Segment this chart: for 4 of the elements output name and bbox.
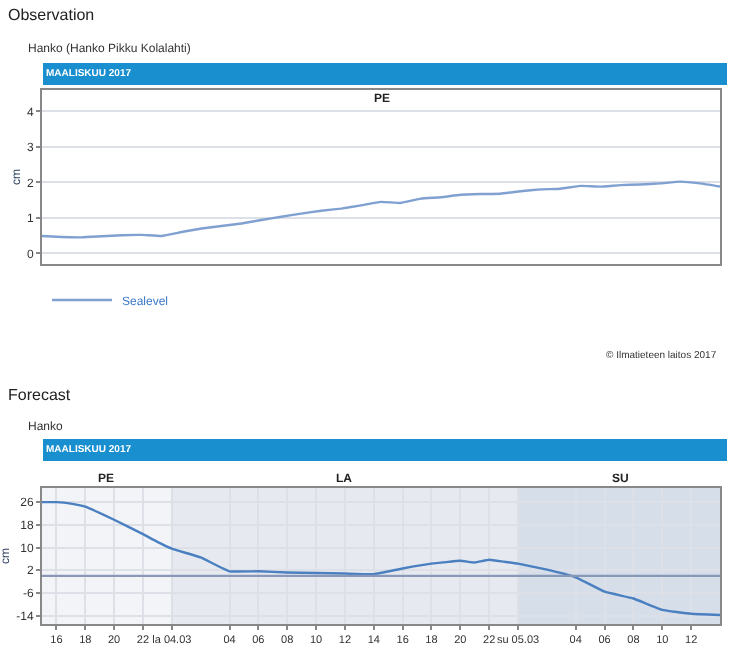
- line-series: [42, 500, 720, 617]
- chart-title: Observation: [8, 6, 95, 24]
- line-series: [42, 180, 720, 239]
- chart-title: Forecast: [8, 386, 72, 404]
